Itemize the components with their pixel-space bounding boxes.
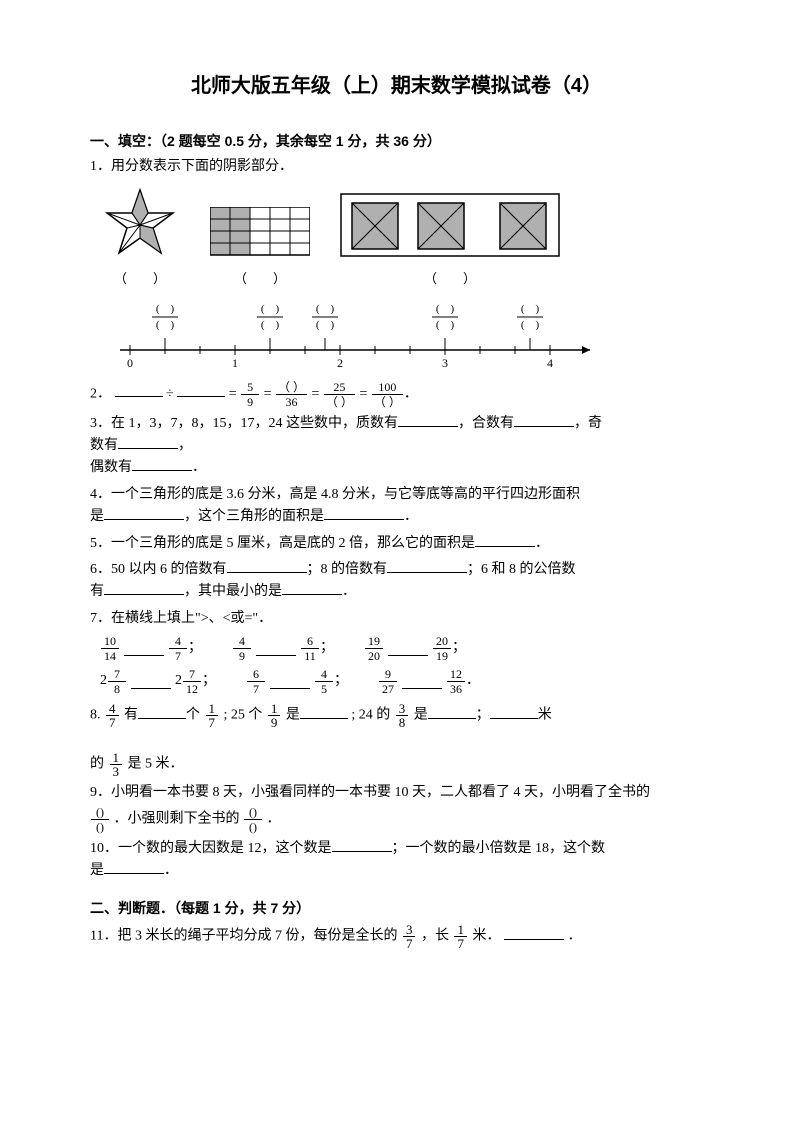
q6-b: ；8 的倍数有 (307, 562, 388, 577)
q3-f: 偶数有 (90, 460, 132, 475)
q3-b: ，合数有 (458, 416, 514, 431)
q4-b: 是 (90, 509, 104, 524)
q2-eq3: = (312, 386, 320, 401)
q2: 2． ÷ = 59 = （ ）36 = 25（ ） = 100（ ）． (90, 380, 703, 409)
q2-eq2: = (264, 386, 272, 401)
q4-d: ． (404, 509, 418, 524)
q6-e: ，其中最小的是 (184, 584, 282, 599)
svg-text:0: 0 (127, 356, 133, 370)
svg-text:4: 4 (547, 356, 553, 370)
q5-b: ． (535, 536, 549, 551)
svg-text:( ): ( ) (436, 319, 455, 331)
q2-blank2 (177, 383, 225, 397)
q2-blank1 (115, 383, 163, 397)
q6-a: 6．50 以内 6 的倍数有 (90, 562, 227, 577)
q3-blank4 (132, 457, 192, 471)
q2-eq4: = (359, 386, 367, 401)
q8: 8. 47 有个 17 ; 25 个 19 是 ; 24 的 38 是；米 的 … (90, 702, 703, 778)
q6-f: ． (342, 584, 356, 599)
svg-text:( ): ( ) (436, 303, 455, 315)
q5-a: 5．一个三角形的底是 5 厘米，高是底的 2 倍，那么它的面积是 (90, 536, 475, 551)
q5-blank1 (475, 533, 535, 547)
q10: 10．一个数的最大因数是 12，这个数是；一个数的最小倍数是 18，这个数 是． (90, 838, 703, 883)
svg-text:( ): ( ) (261, 303, 280, 315)
fig-star-label: （ ） (100, 269, 180, 290)
q4: 4．一个三角形的底是 3.6 分米，高是 4.8 分米，与它等底等高的平行四边形… (90, 484, 703, 529)
svg-text:( ): ( ) (156, 319, 175, 331)
q2-frac1: 59 (241, 380, 259, 409)
q9-a: 9．小明看一本书要 8 天，小强看同样的一本书要 10 天，二人都看了 4 天，… (90, 785, 650, 800)
svg-text:2: 2 (337, 356, 343, 370)
fig-grid: （ ） (210, 207, 310, 290)
q2-frac2: （ ）36 (276, 380, 307, 409)
q4-a: 4．一个三角形的底是 3.6 分米，高是 4.8 分米，与它等底等高的平行四边形… (90, 487, 580, 502)
svg-text:( ): ( ) (156, 303, 175, 315)
q3-a: 3．在 1，3，7，8，15，17，24 这些数中，质数有 (90, 416, 398, 431)
q7-text: 7．在横线上填上">、<或="． (90, 608, 703, 630)
q4-blank2 (324, 506, 404, 520)
svg-text:( ): ( ) (521, 303, 540, 315)
q6-blank4 (282, 581, 342, 595)
q3-blank3 (118, 435, 178, 449)
q3-d: 数有 (90, 438, 118, 453)
q3-c: ，奇 (574, 416, 602, 431)
q6-blank1 (227, 559, 307, 573)
q2-num: 2． (90, 386, 111, 401)
q5: 5．一个三角形的底是 5 厘米，高是底的 2 倍，那么它的面积是 ． (90, 533, 703, 555)
svg-text:( ): ( ) (316, 319, 335, 331)
q1-figures: （ ） （ ） (100, 185, 703, 290)
q9: 9．小明看一本书要 8 天，小强看同样的一本书要 10 天，二人都看了 4 天，… (90, 782, 703, 833)
q8-a: 8. (90, 708, 101, 723)
svg-text:( ): ( ) (316, 303, 335, 315)
q6-d: 有 (90, 584, 104, 599)
section2-heading: 二、判断题．（每题 1 分，共 7 分） (90, 897, 703, 919)
q4-c: ，这个三角形的面积是 (184, 509, 324, 524)
page-title: 北师大版五年级（上）期末数学模拟试卷（4） (90, 70, 703, 102)
q2-div: ÷ (166, 386, 174, 401)
q3-blank2 (514, 413, 574, 427)
fig-grid-label: （ ） (210, 269, 310, 290)
q3-e: ， (178, 438, 192, 453)
q2-frac4: 100（ ） (372, 380, 403, 409)
q4-blank1 (104, 506, 184, 520)
q10-a: 10．一个数的最大因数是 12，这个数是 (90, 841, 332, 856)
svg-text:( ): ( ) (261, 319, 280, 331)
number-line: 0 1 2 3 4 ( ) ( ) ( ) ( ) ( ) ( ) ( ) ( ) ( … (110, 300, 703, 370)
svg-text:( ): ( ) (521, 319, 540, 331)
q3-blank1 (398, 413, 458, 427)
q1-text: 1．用分数表示下面的阴影部分． (90, 156, 703, 178)
section1-heading: 一、填空：（2 题每空 0.5 分，其余每空 1 分，共 36 分） (90, 130, 703, 152)
q6-c: ；6 和 8 的公倍数 (467, 562, 576, 577)
q11: 11．把 3 米长的绳子平均分成 7 份，每份是全长的 37 ，长 17 米． … (90, 923, 703, 950)
q3-g: ． (192, 460, 206, 475)
q2-frac3: 25（ ） (324, 380, 355, 409)
svg-text:1: 1 (232, 356, 238, 370)
q7-row2: 2782712； 6745； 9271236． (100, 667, 703, 696)
fig-squares-label: （ ） (340, 269, 560, 290)
q6: 6．50 以内 6 的倍数有 ；8 的倍数有 ；6 和 8 的公倍数 有 ，其中最小的… (90, 559, 703, 604)
fig-star: （ ） (100, 185, 180, 290)
q6-blank2 (387, 559, 467, 573)
q2-eq1: = (229, 386, 237, 401)
svg-text:3: 3 (442, 356, 448, 370)
fig-squares: （ ） (340, 193, 560, 290)
q6-blank3 (104, 581, 184, 595)
q11-a: 11．把 3 米长的绳子平均分成 7 份，每份是全长的 (90, 929, 397, 944)
q7-row1: 101447； 49611； 19202019； (100, 634, 703, 663)
q3: 3．在 1，3，7，8，15，17，24 这些数中，质数有，合数有，奇 数有， … (90, 413, 703, 480)
